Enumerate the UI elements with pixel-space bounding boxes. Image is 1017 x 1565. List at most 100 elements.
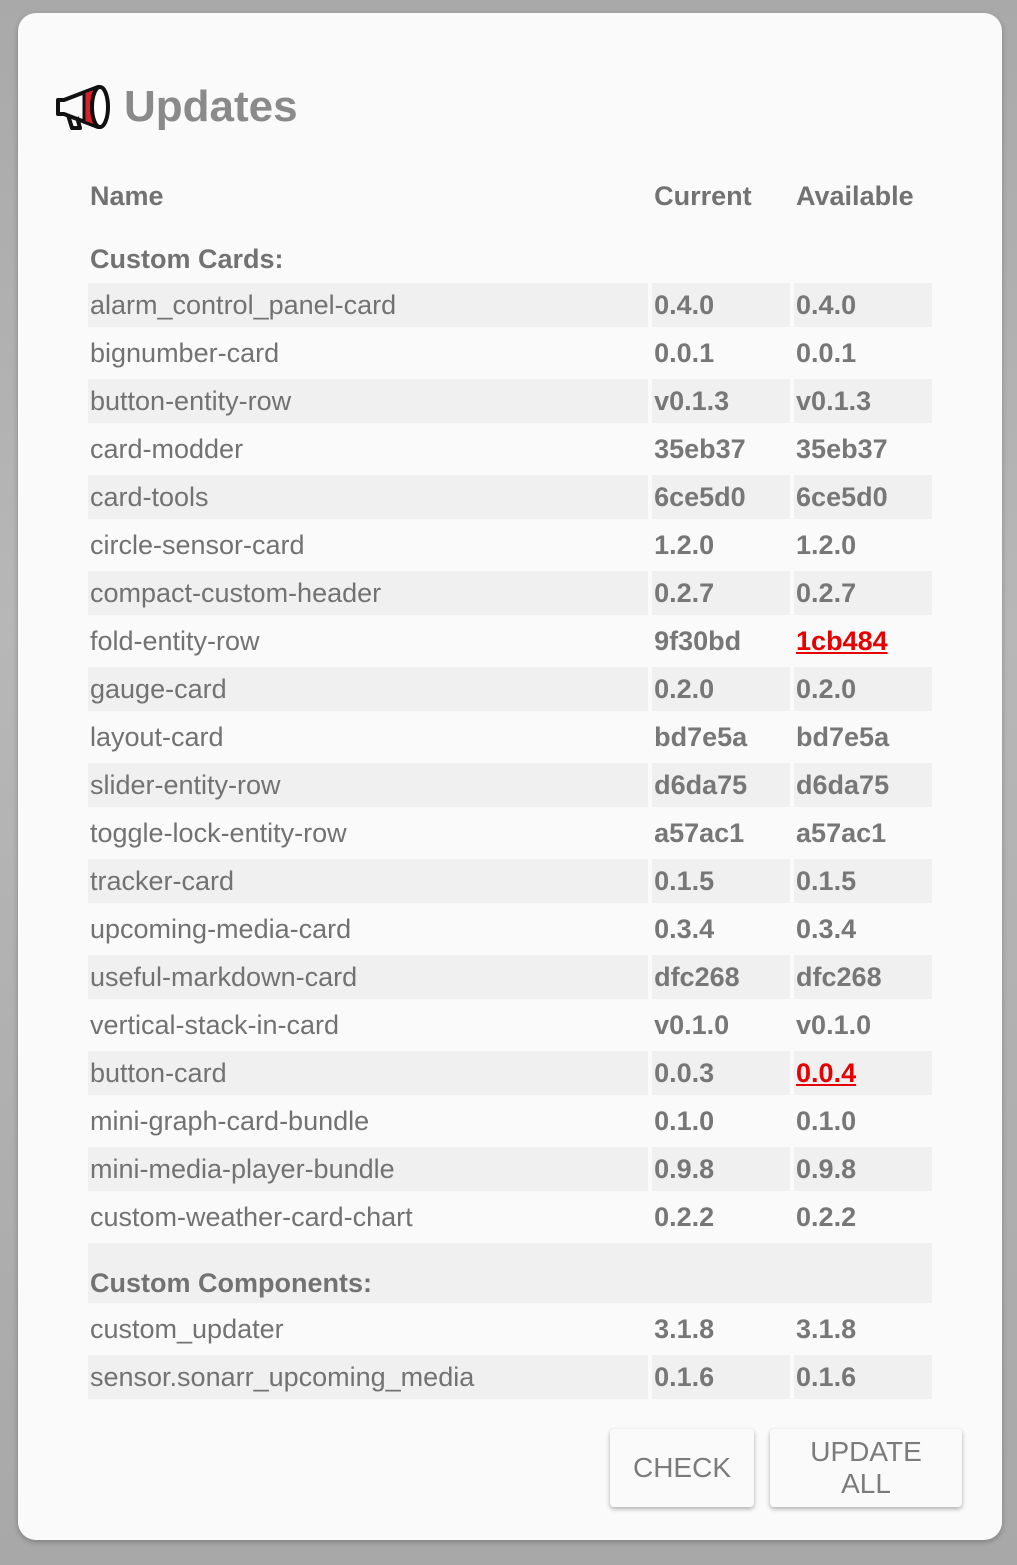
table-row: card-modder 35eb37 35eb37: [88, 427, 932, 471]
table-row: toggle-lock-entity-row a57ac1 a57ac1: [88, 811, 932, 855]
current-version: 0.0.1: [654, 337, 715, 368]
table-row: slider-entity-row d6da75 d6da75: [88, 763, 932, 807]
table-row: vertical-stack-in-card v0.1.0 v0.1.0: [88, 1003, 932, 1047]
current-version: 0.4.0: [652, 283, 791, 327]
current-version: 3.1.8: [654, 1313, 715, 1344]
current-version: dfc268: [652, 955, 791, 999]
available-version: d6da75: [794, 763, 932, 807]
table-row: compact-custom-header 0.2.7 0.2.7: [88, 571, 932, 615]
table-row: custom-weather-card-chart 0.2.2 0.2.2: [88, 1195, 932, 1239]
column-header-name: Name: [90, 180, 164, 211]
package-name: tracker-card: [88, 859, 649, 903]
current-version: 0.0.3: [652, 1051, 791, 1095]
current-version: v0.1.3: [652, 379, 791, 423]
available-version-update-link[interactable]: 0.0.4: [794, 1051, 932, 1095]
updates-card: Updates Name Current Available Custom Ca…: [18, 13, 1002, 1540]
current-version: a57ac1: [654, 817, 745, 848]
package-name: mini-media-player-bundle: [88, 1147, 649, 1191]
available-version-update-link[interactable]: 1cb484: [796, 625, 888, 656]
available-version: 0.1.6: [794, 1355, 932, 1399]
update-all-button[interactable]: UPDATE ALL: [770, 1429, 962, 1507]
package-name: gauge-card: [88, 667, 649, 711]
current-version: bd7e5a: [654, 721, 748, 752]
current-version: 0.2.7: [652, 571, 791, 615]
available-version: 0.2.7: [794, 571, 932, 615]
available-version: 0.3.4: [796, 913, 857, 944]
table-header-row: Name Current Available: [88, 171, 932, 221]
table-row: useful-markdown-card dfc268 dfc268: [88, 955, 932, 999]
package-name: layout-card: [90, 721, 224, 752]
package-name: bignumber-card: [90, 337, 280, 368]
available-version: 0.2.0: [794, 667, 932, 711]
card-header: Updates: [54, 69, 298, 145]
column-header-available: Available: [796, 180, 914, 211]
available-version: 3.1.8: [796, 1313, 857, 1344]
check-button[interactable]: CHECK: [610, 1429, 754, 1507]
current-version: 0.2.0: [652, 667, 791, 711]
table-row: layout-card bd7e5a bd7e5a: [88, 715, 932, 759]
current-version: 0.1.5: [652, 859, 791, 903]
section-label: Custom Components:: [88, 1243, 932, 1303]
table-row: sensor.sonarr_upcoming_media 0.1.6 0.1.6: [88, 1355, 932, 1399]
table-row: button-entity-row v0.1.3 v0.1.3: [88, 379, 932, 423]
table-row: button-card 0.0.3 0.0.4: [88, 1051, 932, 1095]
package-name: fold-entity-row: [90, 625, 260, 656]
section-header-components: Custom Components:: [88, 1243, 932, 1303]
available-version: 0.1.5: [794, 859, 932, 903]
package-name: sensor.sonarr_upcoming_media: [88, 1355, 649, 1399]
package-name: vertical-stack-in-card: [90, 1009, 340, 1040]
current-version: d6da75: [652, 763, 791, 807]
package-name: button-entity-row: [88, 379, 649, 423]
table-row: fold-entity-row 9f30bd 1cb484: [88, 619, 932, 663]
available-version: 0.2.2: [796, 1201, 857, 1232]
table-row: card-tools 6ce5d0 6ce5d0: [88, 475, 932, 519]
column-header-current: Current: [654, 180, 752, 211]
current-version: 0.1.0: [654, 1105, 715, 1136]
package-name: card-modder: [90, 433, 244, 464]
package-name: upcoming-media-card: [90, 913, 352, 944]
table-row: bignumber-card 0.0.1 0.0.1: [88, 331, 932, 375]
available-version: 6ce5d0: [794, 475, 932, 519]
current-version: 9f30bd: [654, 625, 742, 656]
current-version: 0.3.4: [654, 913, 715, 944]
table-row: custom_updater 3.1.8 3.1.8: [88, 1307, 932, 1351]
table-row: gauge-card 0.2.0 0.2.0: [88, 667, 932, 711]
package-name: compact-custom-header: [88, 571, 649, 615]
package-name: button-card: [88, 1051, 649, 1095]
available-version: 0.0.1: [796, 337, 857, 368]
current-version: 1.2.0: [654, 529, 715, 560]
available-version: v0.1.0: [796, 1009, 872, 1040]
table-row: mini-media-player-bundle 0.9.8 0.9.8: [88, 1147, 932, 1191]
table-row: upcoming-media-card 0.3.4 0.3.4: [88, 907, 932, 951]
available-version: bd7e5a: [796, 721, 890, 752]
table-row: tracker-card 0.1.5 0.1.5: [88, 859, 932, 903]
table-row: alarm_control_panel-card 0.4.0 0.4.0: [88, 283, 932, 327]
current-version: v0.1.0: [654, 1009, 730, 1040]
table-row: mini-graph-card-bundle 0.1.0 0.1.0: [88, 1099, 932, 1143]
available-version: v0.1.3: [794, 379, 932, 423]
section-label: Custom Cards:: [90, 244, 284, 274]
package-name: slider-entity-row: [88, 763, 649, 807]
current-version: 0.2.2: [654, 1201, 715, 1232]
package-name: custom-weather-card-chart: [90, 1201, 413, 1232]
current-version: 6ce5d0: [652, 475, 791, 519]
package-name: custom_updater: [90, 1313, 284, 1344]
available-version: dfc268: [794, 955, 932, 999]
package-name: alarm_control_panel-card: [88, 283, 649, 327]
available-version: 1.2.0: [796, 529, 857, 560]
megaphone-icon: [56, 84, 110, 130]
card-title: Updates: [124, 82, 298, 131]
available-version: 0.9.8: [794, 1147, 932, 1191]
section-header-cards: Custom Cards:: [88, 225, 932, 279]
table-row: circle-sensor-card 1.2.0 1.2.0: [88, 523, 932, 567]
available-version: a57ac1: [796, 817, 887, 848]
updates-table: Name Current Available Custom Cards: ala…: [84, 167, 936, 1403]
package-name: useful-markdown-card: [88, 955, 649, 999]
package-name: mini-graph-card-bundle: [90, 1105, 370, 1136]
available-version: 0.4.0: [794, 283, 932, 327]
package-name: card-tools: [88, 475, 649, 519]
package-name: circle-sensor-card: [90, 529, 305, 560]
current-version: 0.9.8: [652, 1147, 791, 1191]
current-version: 0.1.6: [652, 1355, 791, 1399]
package-name: toggle-lock-entity-row: [90, 817, 347, 848]
